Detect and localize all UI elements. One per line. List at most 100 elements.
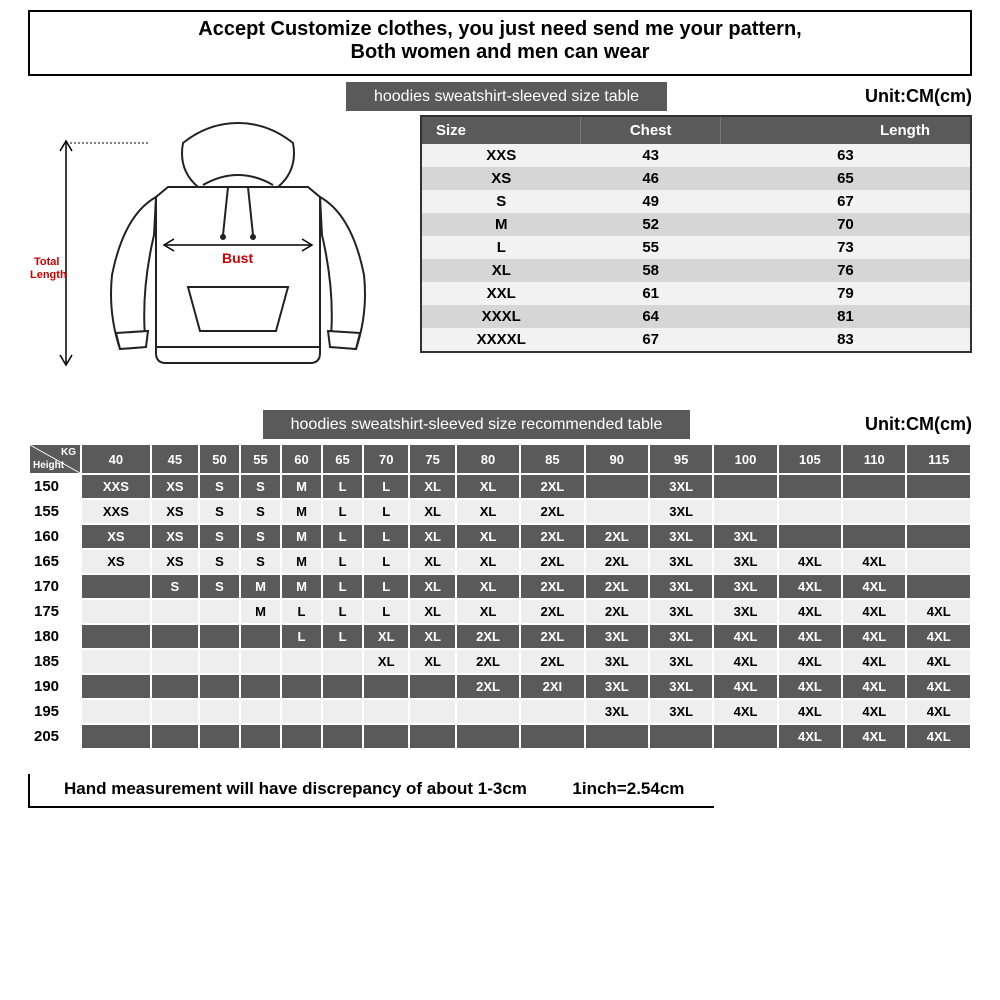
rec-table-cell: S (240, 524, 281, 549)
rec-table-cell: XL (409, 599, 455, 624)
rec-table-weight-header: 75 (409, 444, 455, 474)
rec-table-row: 150XXSXSSSMLLXLXL2XL3XL (29, 474, 971, 499)
rec-table-weight-header: 85 (520, 444, 584, 474)
rec-table-cell: 3XL (713, 599, 777, 624)
rec-table-cell: S (199, 574, 240, 599)
rec-table-cell: L (322, 624, 363, 649)
rec-table-height-cell: 190 (29, 674, 81, 699)
size-table-cell: XXXXL (421, 328, 581, 352)
rec-table-row: 180LLXLXL2XL2XL3XL3XL4XL4XL4XL4XL (29, 624, 971, 649)
rec-table-cell: 4XL (906, 724, 971, 749)
rec-table-cell: S (240, 499, 281, 524)
header-line1: Accept Customize clothes, you just need … (42, 18, 958, 41)
rec-table-cell (81, 574, 151, 599)
rec-table-cell: 3XL (649, 574, 713, 599)
rec-table-cell (199, 624, 240, 649)
size-table-cell: 61 (581, 282, 721, 305)
size-table-cell: S (421, 190, 581, 213)
svg-text:Length: Length (30, 269, 67, 281)
size-table-row: XXL6179 (421, 282, 971, 305)
rec-table-cell (842, 524, 906, 549)
rec-table-weight-header: 105 (778, 444, 842, 474)
rec-table-row: 160XSXSSSMLLXLXL2XL2XL3XL3XL (29, 524, 971, 549)
rec-table-cell: XS (151, 549, 199, 574)
rec-table-cell (906, 499, 971, 524)
footnote-text1: Hand measurement will have discrepancy o… (64, 779, 527, 798)
rec-table-cell: 2XL (520, 574, 584, 599)
rec-table-cell: XL (456, 549, 520, 574)
rec-table-cell: 4XL (778, 574, 842, 599)
rec-table-cell: XL (363, 649, 409, 674)
recommended-table-area: KGHeight40455055606570758085909510010511… (28, 443, 972, 750)
rec-table-cell: M (281, 524, 322, 549)
rec-table-weight-header: 45 (151, 444, 199, 474)
rec-table-cell: XL (409, 624, 455, 649)
size-table-row: XXXL6481 (421, 305, 971, 328)
rec-table-cell: 4XL (713, 649, 777, 674)
rec-table-cell: 3XL (585, 674, 649, 699)
rec-table-cell: 2XL (585, 574, 649, 599)
rec-table-cell: 2XL (585, 524, 649, 549)
rec-table-cell: XL (409, 499, 455, 524)
rec-table-cell: XXS (81, 474, 151, 499)
rec-table-cell: 4XL (713, 624, 777, 649)
section2-unit: Unit:CM(cm) (865, 414, 972, 435)
size-table-row: XXS4363 (421, 144, 971, 167)
rec-table-cell (199, 674, 240, 699)
rec-table-cell: 3XL (649, 599, 713, 624)
rec-table-cell: 4XL (713, 699, 777, 724)
rec-table-cell: M (281, 549, 322, 574)
rec-table-cell (81, 649, 151, 674)
rec-table-cell: 4XL (906, 624, 971, 649)
size-table-cell: 83 (721, 328, 971, 352)
size-table-cell: XXL (421, 282, 581, 305)
rec-table-cell (842, 499, 906, 524)
rec-table-cell: L (363, 524, 409, 549)
rec-table-cell (906, 574, 971, 599)
recommended-table: KGHeight40455055606570758085909510010511… (28, 443, 972, 750)
rec-table-cell: 4XL (778, 699, 842, 724)
rec-table-cell (240, 649, 281, 674)
rec-table-cell: XL (456, 599, 520, 624)
rec-table-cell: L (363, 574, 409, 599)
size-table-row: XS4665 (421, 167, 971, 190)
rec-table-cell: 2XL (520, 599, 584, 624)
rec-table-cell (240, 724, 281, 749)
rec-table-cell (199, 699, 240, 724)
svg-text:Bust: Bust (222, 250, 253, 266)
rec-table-cell (151, 674, 199, 699)
rec-table-row: 1953XL3XL4XL4XL4XL4XL (29, 699, 971, 724)
rec-table-height-cell: 180 (29, 624, 81, 649)
rec-table-cell: 2XL (520, 474, 584, 499)
rec-table-cell: XS (151, 499, 199, 524)
size-table-header: Length (721, 116, 971, 144)
rec-table-cell: L (363, 499, 409, 524)
rec-table-cell (585, 499, 649, 524)
rec-table-cell: 3XL (713, 549, 777, 574)
rec-table-cell (81, 674, 151, 699)
rec-table-row: 2054XL4XL4XL (29, 724, 971, 749)
rec-table-cell (322, 649, 363, 674)
rec-table-cell (778, 499, 842, 524)
rec-table-cell: 4XL (778, 674, 842, 699)
rec-table-cell (322, 674, 363, 699)
rec-table-cell: 3XL (713, 574, 777, 599)
rec-table-cell: 3XL (713, 524, 777, 549)
rec-table-cell: 4XL (906, 674, 971, 699)
rec-table-cell: 3XL (649, 524, 713, 549)
rec-table-weight-header: 70 (363, 444, 409, 474)
size-table-header: Chest (581, 116, 721, 144)
top-section: Total Length (28, 115, 972, 400)
rec-table-cell: M (281, 499, 322, 524)
rec-table-cell: XL (456, 524, 520, 549)
rec-table-cell: 2XL (520, 524, 584, 549)
rec-table-cell: 2XL (585, 549, 649, 574)
rec-table-cell: S (199, 524, 240, 549)
size-table-row: L5573 (421, 236, 971, 259)
rec-table-cell: L (363, 599, 409, 624)
rec-table-cell (322, 724, 363, 749)
size-table-row: M5270 (421, 213, 971, 236)
rec-table-cell: M (240, 599, 281, 624)
rec-table-height-cell: 165 (29, 549, 81, 574)
rec-table-cell (409, 724, 455, 749)
